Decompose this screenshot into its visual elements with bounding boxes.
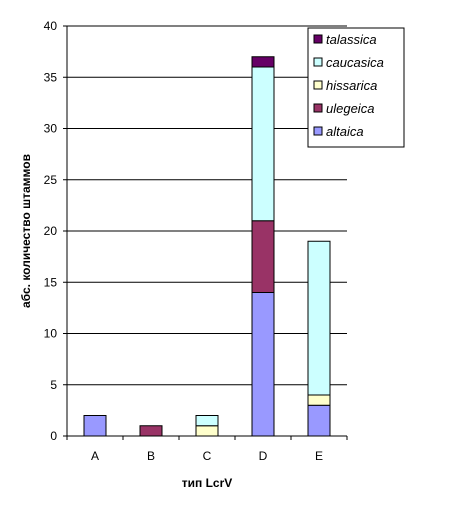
- y-tick-label-30: 30: [44, 122, 58, 136]
- legend-label-ulegeica: ulegeica: [326, 101, 374, 116]
- y-tick-label-10: 10: [44, 327, 58, 341]
- legend-box: [307, 27, 405, 148]
- y-tick-label-40: 40: [44, 19, 58, 33]
- bar-E-altaica: [307, 404, 331, 437]
- legend-label-talassica: talassica: [326, 32, 377, 47]
- bar-D-ulegeica: [251, 220, 275, 293]
- x-tick-label-D: D: [259, 449, 268, 463]
- bar-C-hissarica: [195, 425, 219, 437]
- legend-swatch-altaica: [313, 126, 323, 136]
- x-tick-labels: A B C D E: [91, 449, 323, 463]
- legend-swatch-hissarica: [313, 80, 323, 90]
- legend-label-caucasica: caucasica: [326, 55, 384, 70]
- legend-swatch-talassica: [313, 34, 323, 44]
- bar-D-caucasica: [251, 66, 275, 222]
- y-tick-label-0: 0: [50, 429, 57, 443]
- bars: [83, 56, 331, 437]
- x-tick-label-A: A: [91, 449, 99, 463]
- x-tick-label-C: C: [203, 449, 212, 463]
- x-tick-label-B: B: [147, 449, 155, 463]
- bar-B-ulegeica: [139, 425, 163, 437]
- y-tick-label-25: 25: [44, 173, 58, 187]
- bar-E-caucasica: [307, 240, 331, 396]
- bar-E-hissarica: [307, 394, 331, 406]
- y-tick-label-15: 15: [44, 275, 58, 289]
- bar-C-caucasica: [195, 415, 219, 427]
- y-tick-label-20: 20: [44, 224, 58, 238]
- legend-swatch-caucasica: [313, 57, 323, 67]
- y-tick-label-5: 5: [50, 378, 57, 392]
- bar-D-altaica: [251, 292, 275, 437]
- x-tick-label-E: E: [315, 449, 323, 463]
- legend-label-hissarica: hissarica: [326, 78, 377, 93]
- legend-swatch-ulegeica: [313, 103, 323, 113]
- x-axis-title: тип LcrV: [182, 476, 233, 490]
- bar-A-altaica: [83, 415, 107, 437]
- gridlines: [67, 25, 347, 386]
- legend-label-altaica: altaica: [326, 124, 364, 139]
- bar-D-talassica: [251, 56, 275, 68]
- legend: talassica caucasica hissarica ulegeica altai…: [307, 27, 405, 148]
- y-tick-label-35: 35: [44, 70, 58, 84]
- y-tick-labels: 0 5 10 15 20 25 30 35 40: [44, 19, 67, 443]
- y-axis-title: абс. количество штаммов: [19, 154, 33, 308]
- axes: [66, 26, 348, 440]
